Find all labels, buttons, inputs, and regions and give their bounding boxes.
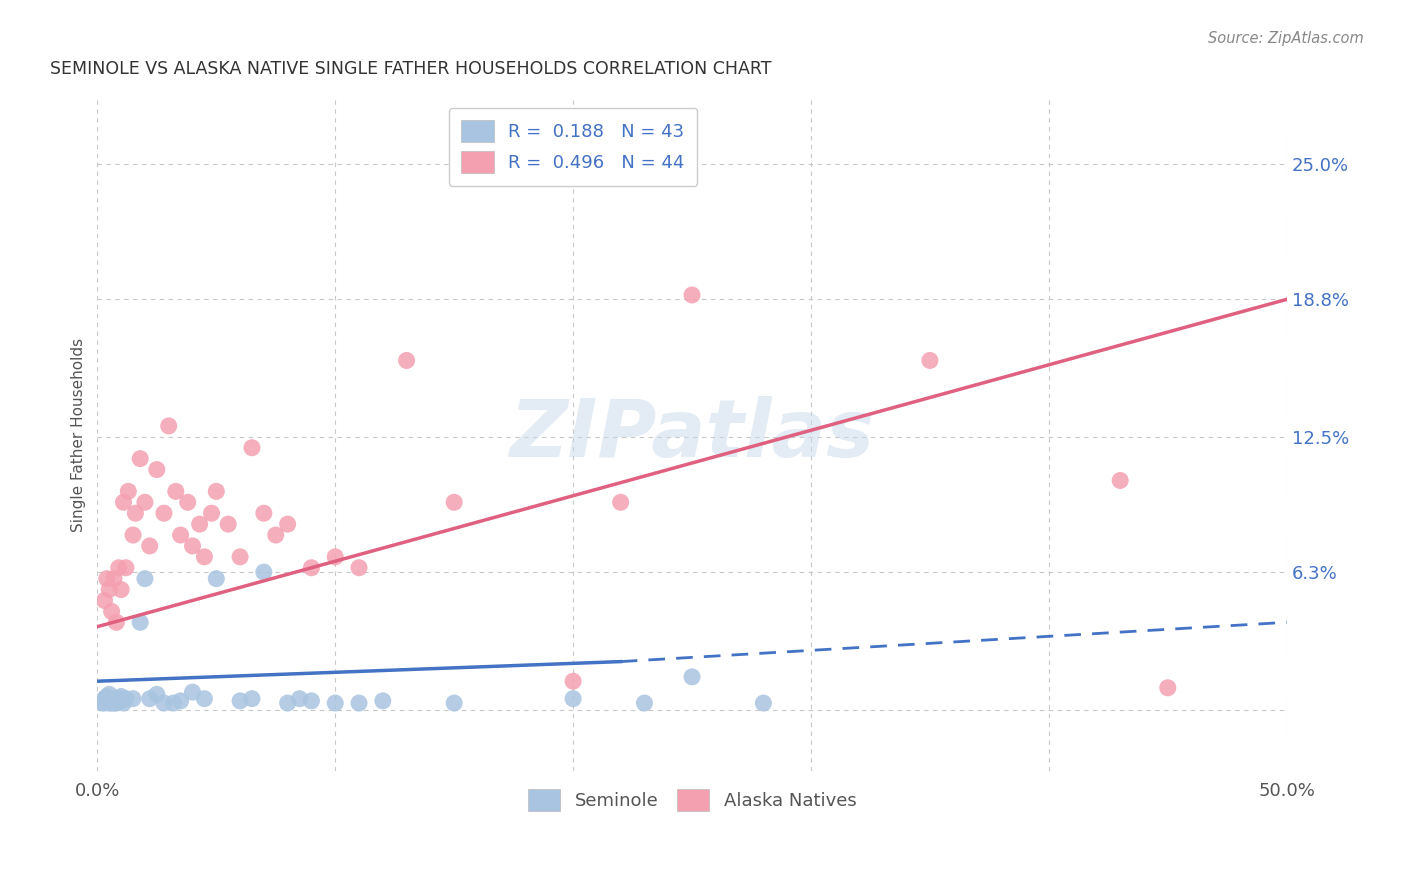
Point [165, 484, 187, 499]
Point [112, 495, 135, 509]
Point [138, 691, 160, 706]
Point [107, 691, 129, 706]
Legend: Seminole, Alaska Natives: Seminole, Alaska Natives [517, 779, 868, 822]
Point [609, 495, 631, 509]
Point [752, 696, 775, 710]
Point [1109, 474, 1132, 488]
Point [301, 694, 323, 708]
Point [138, 539, 160, 553]
Point [347, 560, 370, 574]
Point [103, 572, 125, 586]
Point [100, 604, 122, 618]
Point [115, 691, 138, 706]
Point [153, 696, 176, 710]
Point [681, 670, 703, 684]
Point [98, 687, 121, 701]
Point [169, 694, 191, 708]
Point [181, 685, 204, 699]
Point [918, 353, 941, 368]
Point [193, 549, 215, 564]
Point [395, 353, 418, 368]
Point [205, 484, 228, 499]
Point [443, 696, 465, 710]
Point [681, 288, 703, 302]
Point [200, 506, 222, 520]
Point [93, 593, 115, 607]
Point [153, 506, 176, 520]
Point [229, 694, 252, 708]
Point [188, 517, 211, 532]
Text: SEMINOLE VS ALASKA NATIVE SINGLE FATHER HOUSEHOLDS CORRELATION CHART: SEMINOLE VS ALASKA NATIVE SINGLE FATHER … [49, 60, 772, 78]
Point [217, 517, 239, 532]
Point [107, 560, 129, 574]
Point [105, 615, 128, 630]
Point [134, 572, 156, 586]
Point [253, 506, 276, 520]
Point [112, 696, 135, 710]
Point [253, 565, 276, 579]
Point [105, 696, 128, 710]
Y-axis label: Single Father Households: Single Father Households [72, 337, 86, 532]
Point [110, 694, 132, 708]
Point [103, 691, 125, 706]
Point [100, 694, 122, 708]
Point [205, 572, 228, 586]
Text: Source: ZipAtlas.com: Source: ZipAtlas.com [1208, 31, 1364, 46]
Point [134, 495, 156, 509]
Point [240, 691, 263, 706]
Point [124, 506, 146, 520]
Point [157, 418, 180, 433]
Point [240, 441, 263, 455]
Point [110, 582, 132, 597]
Point [146, 687, 169, 701]
Point [162, 696, 184, 710]
Point [96, 572, 118, 586]
Point [193, 691, 215, 706]
Point [277, 696, 299, 710]
Point [96, 690, 118, 704]
Point [100, 696, 122, 710]
Point [117, 484, 139, 499]
Point [122, 528, 145, 542]
Point [562, 691, 585, 706]
Point [181, 539, 204, 553]
Point [169, 528, 191, 542]
Point [562, 674, 585, 689]
Point [98, 696, 121, 710]
Point [110, 690, 132, 704]
Point [443, 495, 465, 509]
Point [288, 691, 311, 706]
Point [93, 691, 115, 706]
Point [122, 691, 145, 706]
Text: ZIPatlas: ZIPatlas [509, 396, 875, 474]
Point [371, 694, 394, 708]
Point [91, 696, 114, 710]
Point [633, 696, 655, 710]
Point [301, 560, 323, 574]
Point [1157, 681, 1180, 695]
Point [93, 696, 115, 710]
Point [103, 696, 125, 710]
Point [146, 462, 169, 476]
Point [115, 560, 138, 574]
Point [323, 696, 346, 710]
Point [177, 495, 200, 509]
Point [229, 549, 252, 564]
Point [129, 615, 152, 630]
Point [323, 549, 346, 564]
Point [347, 696, 370, 710]
Point [264, 528, 287, 542]
Point [129, 451, 152, 466]
Point [98, 582, 121, 597]
Point [105, 694, 128, 708]
Point [277, 517, 299, 532]
Point [96, 694, 118, 708]
